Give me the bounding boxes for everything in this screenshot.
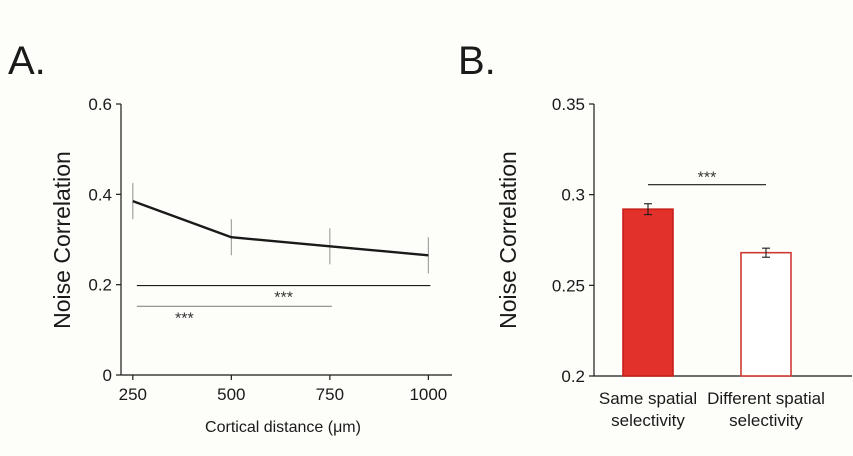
panel-a-series-line — [132, 199, 429, 257]
panel-b-error-bars — [644, 203, 770, 258]
panel-a-axes — [120, 104, 452, 376]
panel-a-x-tick-label: 750 — [316, 385, 344, 404]
panel-a-x-ticks: 250 500 750 1000 — [119, 375, 447, 404]
panel-b-category-labels: Same spatial selectivity Different spatial… — [599, 389, 825, 430]
panel-b-label: B. — [458, 39, 496, 83]
panel-b-bar — [740, 251, 792, 377]
panel-a-x-tick-label: 1000 — [409, 385, 447, 404]
panel-a-x-axis-label: Cortical distance (μm) — [205, 419, 361, 436]
panel-b-y-axis-label: Noise Correlation — [495, 151, 521, 329]
panel-a-y-ticks: 0 0.2 0.4 0.6 — [88, 95, 121, 385]
panel-b-y-tick-label: 0.3 — [561, 186, 585, 205]
panel-a-label: A. — [8, 39, 46, 83]
panel-a-significance: *** *** — [136, 285, 431, 327]
panel-a-significance-stars: *** — [175, 310, 194, 327]
panel-b-category-label: selectivity — [611, 411, 685, 430]
panel-b-y-tick-label: 0.35 — [552, 95, 585, 114]
panel-b-y-tick-label: 0.2 — [561, 367, 585, 386]
panel-a-significance-stars: *** — [274, 290, 293, 307]
panel-b-significance-stars: *** — [698, 170, 717, 187]
panel-a-y-axis-label: Noise Correlation — [49, 151, 75, 329]
panel-a-x-tick-label: 500 — [217, 385, 245, 404]
panel-a-x-tick-label: 250 — [119, 385, 147, 404]
panel-b-category-label: Same spatial — [599, 389, 697, 408]
panel-b-chart: 0.2 0.25 0.3 0.35 *** Same spatial selectivi… — [495, 95, 852, 430]
panel-a-y-tick-label: 0.2 — [88, 276, 112, 295]
panel-b-category-label: selectivity — [729, 411, 803, 430]
panel-b-category-label: Different spatial — [707, 389, 825, 408]
panel-a-series — [132, 199, 429, 257]
panel-a-chart: 0 0.2 0.4 0.6 250 500 750 1000 *** *** Noise Co… — [49, 95, 452, 436]
panel-a-y-tick-label: 0.4 — [88, 185, 112, 204]
panel-a-y-tick-label: 0.6 — [88, 95, 112, 114]
panel-b-y-ticks: 0.2 0.25 0.3 0.35 — [552, 95, 594, 386]
panel-b-y-tick-label: 0.25 — [552, 276, 585, 295]
panel-b-bars — [622, 208, 792, 377]
panel-b-significance: *** — [648, 170, 766, 187]
panel-a-y-tick-label: 0 — [103, 366, 112, 385]
panel-b-bar — [622, 208, 674, 377]
panel-a-error-bars — [132, 183, 429, 274]
